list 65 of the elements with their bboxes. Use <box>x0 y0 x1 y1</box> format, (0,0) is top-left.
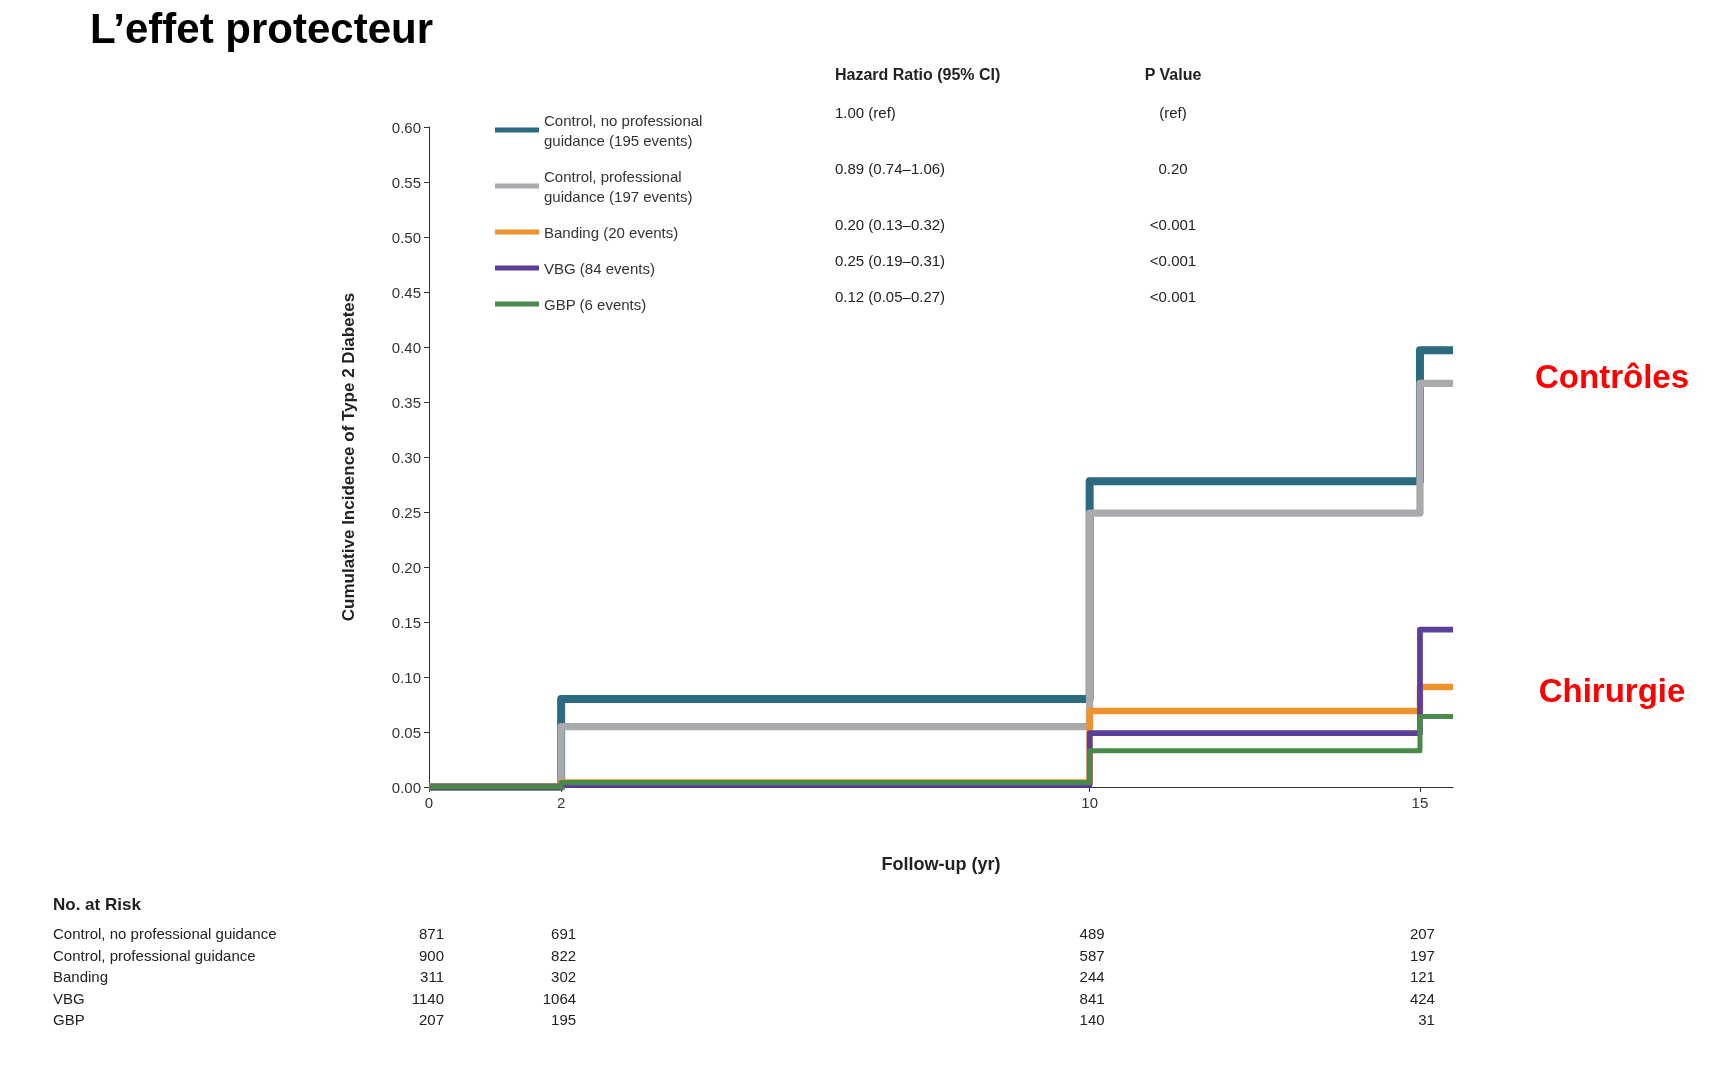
text: 244 <box>1079 968 1105 985</box>
text: 424 <box>1409 989 1435 1007</box>
annotation: 0.20 <box>1158 160 1188 177</box>
text: 822 <box>551 946 577 964</box>
annotation: <0.001 <box>1149 216 1197 233</box>
y-tick-label: 0.60 <box>391 118 421 136</box>
legend-label: GBP (6 events) <box>544 295 647 313</box>
text: GBP <box>53 1011 85 1028</box>
annotation: 0.20 (0.13–0.32) <box>835 216 946 233</box>
text: 587 <box>1079 946 1105 964</box>
y-tick-label: 0.10 <box>391 668 421 686</box>
y-tick-label: 0.20 <box>391 558 421 576</box>
text: 207 <box>418 1011 444 1028</box>
y-tick-label: 0.00 <box>391 778 421 796</box>
chart-title: L’effet protecteur <box>90 4 434 52</box>
y-tick-label: 0.35 <box>391 393 421 411</box>
text: 691 <box>551 925 577 942</box>
x-tick-label: 10 <box>1081 794 1098 811</box>
text: Chirurgie <box>1538 671 1686 709</box>
text: 207 <box>1409 925 1435 942</box>
text: 140 <box>1079 1011 1105 1028</box>
text: Banding <box>53 968 109 985</box>
x-tick-label: 15 <box>1411 794 1429 811</box>
y-tick-label: 0.25 <box>391 503 421 521</box>
text: Contrôles <box>1534 358 1690 395</box>
text: 302 <box>551 968 577 985</box>
text: VBG <box>53 989 85 1007</box>
annotation: <0.001 <box>1149 288 1197 305</box>
text: No. at Risk <box>53 895 142 914</box>
annotation: <0.001 <box>1149 252 1197 269</box>
text: P Value <box>1144 65 1202 83</box>
legend-label: Control, no professional guidance (195 events) <box>544 111 707 149</box>
y-tick-label: 0.05 <box>391 723 421 741</box>
y-tick-label: 0.30 <box>391 448 421 466</box>
y-tick-label: 0.45 <box>391 283 421 301</box>
text: 1140 <box>411 989 444 1007</box>
text: 871 <box>418 925 444 942</box>
y-tick-label: 0.15 <box>391 613 421 631</box>
text: 31 <box>1418 1011 1435 1028</box>
text: 900 <box>418 946 444 964</box>
y-tick-label: 0.50 <box>391 228 421 246</box>
legend-label: VBG (84 events) <box>544 259 655 277</box>
x-tick-label: 0 <box>424 794 434 811</box>
text: Hazard Ratio (95% CI) <box>835 65 1001 83</box>
text: Control, no professional guidance <box>53 925 277 942</box>
text: 197 <box>1409 946 1435 964</box>
legend-label: Banding (20 events) <box>544 223 679 241</box>
text: 1.00 (ref) <box>835 104 896 121</box>
legend-label: Control, professional guidance (197 events) <box>544 167 693 205</box>
text: 841 <box>1079 989 1105 1007</box>
x-axis-title: Follow-up (yr) <box>881 854 1001 874</box>
text: 489 <box>1079 925 1105 942</box>
y-tick-label: 0.55 <box>391 173 421 191</box>
annotation: 0.25 (0.19–0.31) <box>835 252 946 269</box>
text: Control, professional guidance <box>53 946 256 964</box>
text: 121 <box>1409 968 1435 985</box>
y-axis-title: Cumulative Incidence of Type 2 Diabetes <box>339 292 358 622</box>
x-tick-label: 2 <box>556 794 566 811</box>
y-tick-label: 0.40 <box>391 338 421 356</box>
annotation: 0.12 (0.05–0.27) <box>835 288 946 305</box>
annotation: 0.89 (0.74–1.06) <box>835 160 946 177</box>
text: (ref) <box>1159 104 1187 121</box>
text: 1064 <box>542 989 577 1007</box>
text: 311 <box>420 968 444 985</box>
text: 195 <box>551 1011 577 1028</box>
